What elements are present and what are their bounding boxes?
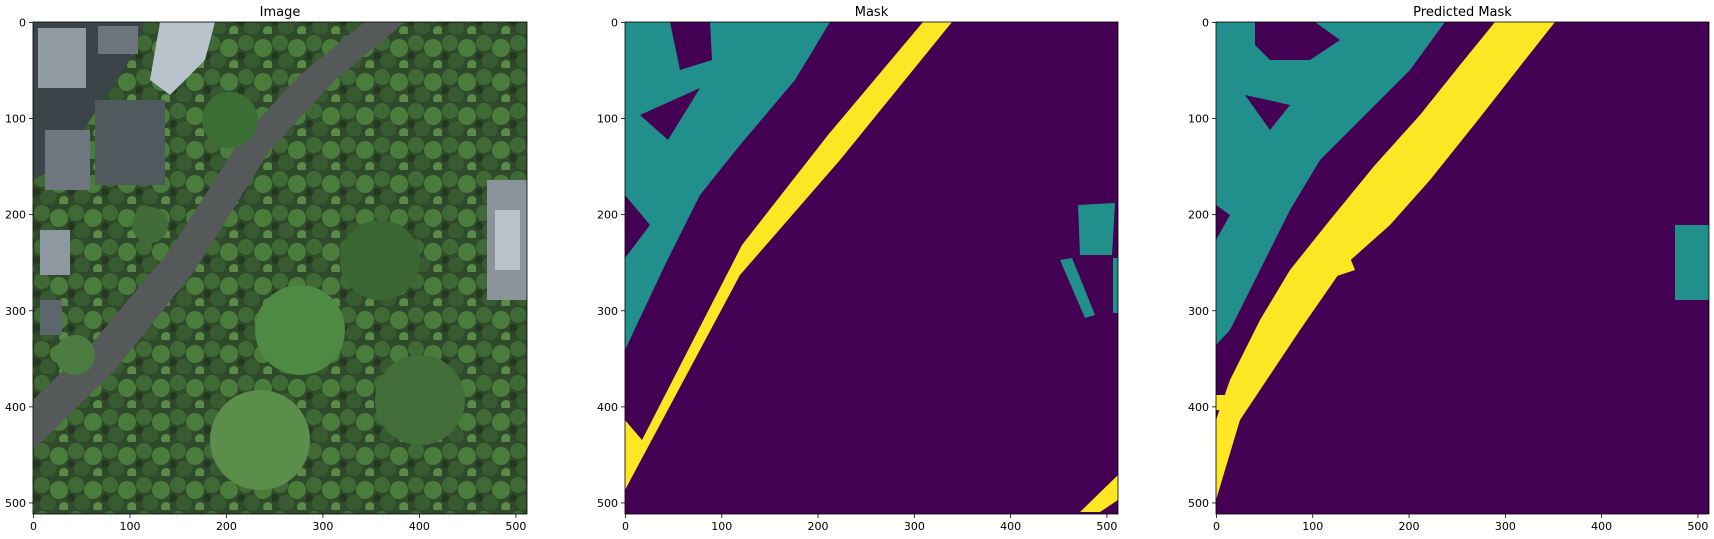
y-tick-label: 0 — [1202, 16, 1209, 29]
x-tick-label: 400 — [1000, 520, 1021, 533]
x-tick-label: 300 — [904, 520, 925, 533]
chart-title: Mask — [855, 5, 889, 20]
x-tick-label: 500 — [505, 520, 526, 533]
x-tick-label: 300 — [1495, 520, 1516, 533]
x-tick-label: 100 — [119, 520, 140, 533]
x-tick-label: 0 — [30, 520, 37, 533]
predicted-mask-image — [1216, 22, 1709, 514]
x-tick-label: 200 — [216, 520, 237, 533]
x-tick-label: 400 — [1591, 520, 1612, 533]
x-tick-label: 400 — [409, 520, 430, 533]
mask-image — [625, 22, 1118, 514]
x-tick-label: 100 — [711, 520, 732, 533]
y-tick-label: 400 — [597, 401, 618, 414]
y-tick-label: 0 — [19, 16, 26, 29]
chart-title: Predicted Mask — [1413, 5, 1512, 20]
image-panel — [32, 21, 528, 515]
y-tick-label: 500 — [597, 497, 618, 510]
x-tick-label: 100 — [1302, 520, 1323, 533]
x-tick-label: 200 — [1399, 520, 1420, 533]
x-tick-label: 500 — [1096, 520, 1117, 533]
x-tick-label: 0 — [622, 520, 629, 533]
y-tick-label: 500 — [1188, 497, 1209, 510]
predicted-mask-panel — [1215, 21, 1710, 515]
x-tick-label: 500 — [1687, 520, 1708, 533]
y-tick-label: 100 — [5, 113, 26, 126]
y-tick-label: 500 — [5, 497, 26, 510]
y-tick-label: 300 — [5, 305, 26, 318]
axes-3: Predicted Mask 0 100 200 300 400 500 0 100 200 300… — [1188, 5, 1708, 533]
chart-title: Image — [260, 5, 301, 20]
axes-1: Image 0 100 200 300 400 500 0 100 200 300 400 500 — [5, 5, 526, 533]
y-tick-label: 400 — [5, 401, 26, 414]
axes-2: Mask 0 100 200 300 400 500 0 100 200 300 400 500 — [597, 5, 1117, 533]
y-tick-label: 300 — [1188, 305, 1209, 318]
x-tick-label: 200 — [808, 520, 829, 533]
y-tick-label: 400 — [1188, 401, 1209, 414]
y-tick-label: 200 — [1188, 209, 1209, 222]
y-tick-label: 0 — [611, 16, 618, 29]
y-tick-label: 100 — [597, 113, 618, 126]
x-tick-label: 0 — [1213, 520, 1220, 533]
y-tick-label: 300 — [597, 305, 618, 318]
y-tick-label: 200 — [5, 209, 26, 222]
y-tick-label: 100 — [1188, 113, 1209, 126]
y-tick-label: 200 — [597, 209, 618, 222]
aerial-photo — [33, 22, 527, 514]
x-tick-label: 300 — [312, 520, 333, 533]
mask-panel — [624, 21, 1119, 515]
